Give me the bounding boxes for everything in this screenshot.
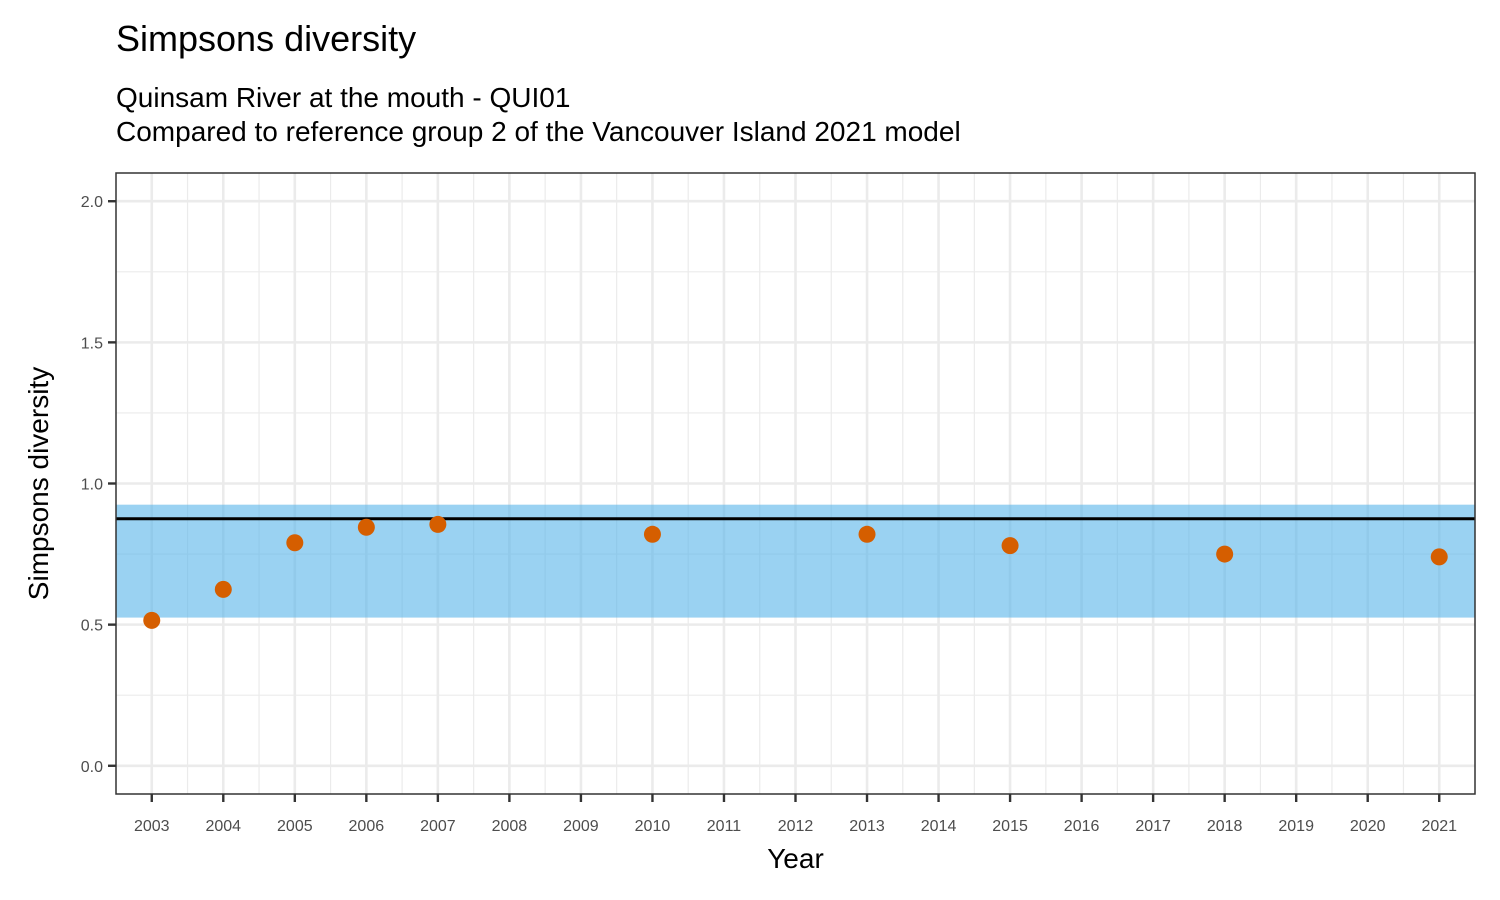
data-point bbox=[643, 525, 661, 543]
chart-subtitle-line-1: Quinsam River at the mouth - QUI01 bbox=[116, 82, 571, 113]
data-point bbox=[143, 611, 161, 629]
x-tick-label: 2003 bbox=[134, 818, 170, 835]
data-point bbox=[357, 518, 375, 536]
y-axis-title: Simpsons diversity bbox=[23, 367, 54, 600]
x-tick-label: 2005 bbox=[277, 818, 313, 835]
x-tick-label: 2019 bbox=[1278, 818, 1314, 835]
x-tick-label: 2014 bbox=[921, 818, 957, 835]
chart-subtitle-line-2: Compared to reference group 2 of the Van… bbox=[116, 116, 961, 147]
grid-lines bbox=[116, 173, 1475, 794]
data-point bbox=[286, 534, 304, 552]
x-tick-label: 2006 bbox=[349, 818, 385, 835]
y-tick-label: 1.5 bbox=[81, 335, 103, 352]
x-tick-label: 2011 bbox=[707, 818, 742, 835]
data-point bbox=[1001, 537, 1019, 555]
data-point bbox=[214, 580, 232, 598]
x-tick-label: 2008 bbox=[492, 818, 528, 835]
axes: 0.0 0.5 1.0 1.5 2.0 2003 2004 2005 2006 2007 2008 2… bbox=[81, 194, 1457, 835]
y-tick-label: 2.0 bbox=[81, 194, 103, 211]
data-point bbox=[1216, 545, 1234, 563]
data-point bbox=[858, 525, 876, 543]
reference-band bbox=[116, 504, 1475, 618]
chart-title: Simpsons diversity bbox=[116, 18, 417, 59]
data-point bbox=[1430, 548, 1448, 566]
x-tick-label: 2015 bbox=[992, 818, 1028, 835]
x-tick-label: 2021 bbox=[1421, 818, 1457, 835]
x-tick-label: 2004 bbox=[205, 818, 241, 835]
x-tick-label: 2018 bbox=[1207, 818, 1243, 835]
data-point bbox=[429, 515, 447, 533]
y-tick-label: 1.0 bbox=[81, 477, 103, 494]
x-tick-label: 2017 bbox=[1135, 818, 1171, 835]
x-tick-label: 2012 bbox=[778, 818, 814, 835]
x-tick-label: 2009 bbox=[563, 818, 599, 835]
x-tick-label: 2020 bbox=[1350, 818, 1386, 835]
x-tick-label: 2010 bbox=[635, 818, 671, 835]
x-tick-label: 2016 bbox=[1064, 818, 1100, 835]
data-points bbox=[143, 515, 1448, 629]
y-tick-label: 0.5 bbox=[81, 618, 103, 635]
reference-band-layer bbox=[116, 504, 1475, 618]
x-tick-label: 2013 bbox=[849, 818, 885, 835]
y-tick-label: 0.0 bbox=[81, 759, 103, 776]
x-tick-label: 2007 bbox=[420, 818, 456, 835]
x-axis-title: Year bbox=[767, 843, 824, 874]
